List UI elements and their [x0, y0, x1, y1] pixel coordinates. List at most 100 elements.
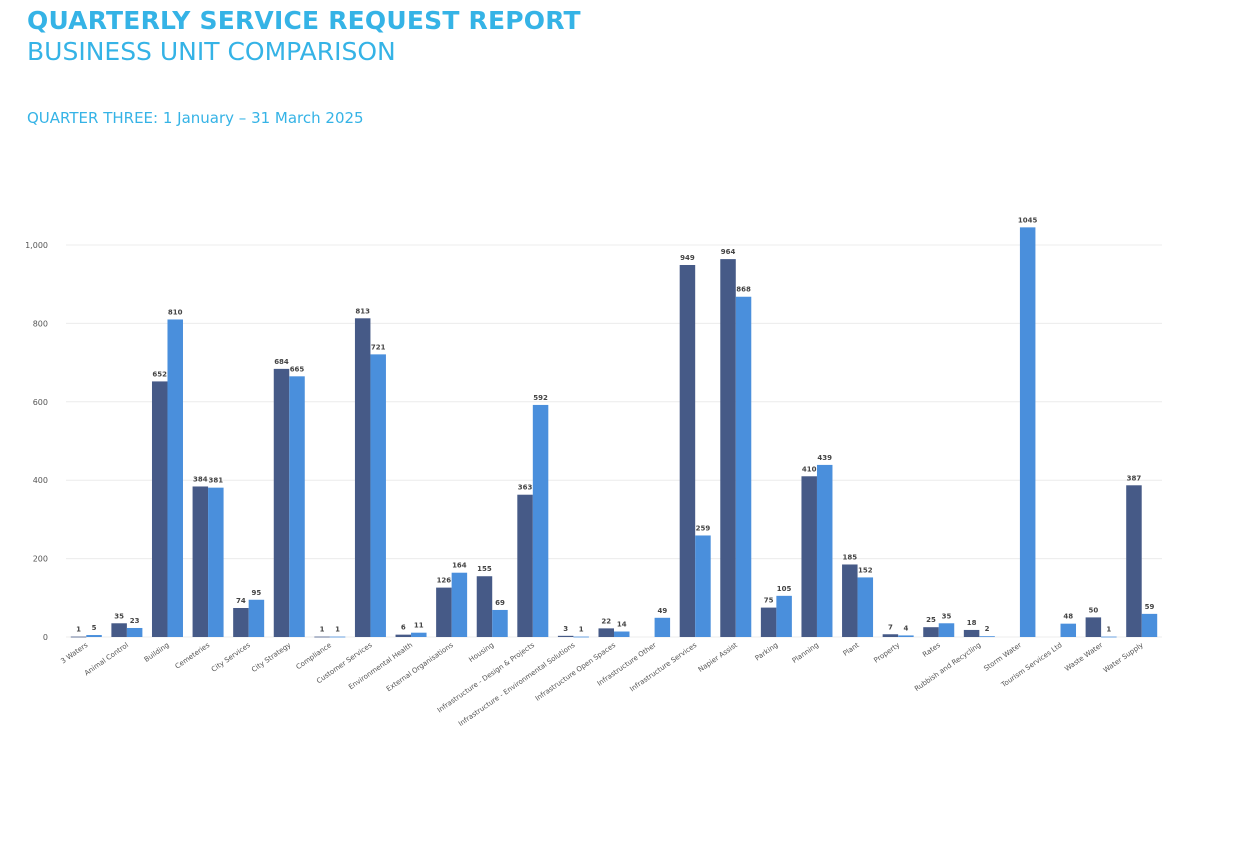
y-tick-label: 600: [33, 398, 48, 407]
value-label: 69: [495, 599, 505, 607]
category-label: Plant: [842, 641, 861, 658]
category-label: City Services: [210, 641, 252, 674]
value-label: 7: [888, 623, 893, 631]
category-label: Animal Control: [83, 641, 130, 677]
bar-series-2: [289, 376, 305, 637]
bar-series-1: [273, 368, 290, 637]
value-label: 1: [579, 626, 584, 634]
value-label: 439: [817, 454, 832, 462]
value-label: 813: [355, 307, 370, 315]
bar-series-2: [208, 487, 224, 637]
bar-series-1: [314, 636, 330, 638]
value-label: 164: [452, 562, 467, 570]
category-label: Napier Assist: [697, 641, 739, 674]
category-label: Housing: [467, 641, 495, 664]
bar-series-2: [898, 635, 914, 637]
bar-series-2: [735, 296, 752, 637]
bar-series-1: [557, 635, 574, 637]
bar-series-1: [517, 494, 533, 637]
value-label: 18: [967, 619, 977, 627]
value-label: 22: [601, 617, 611, 625]
bar-series-1: [233, 607, 249, 637]
category-label: Rubbish and Recycling: [913, 641, 982, 693]
bar-series-1: [598, 628, 614, 637]
category-label: Cemeteries: [174, 641, 212, 671]
bar-series-1: [436, 587, 452, 637]
value-label: 410: [802, 465, 817, 473]
value-label: 23: [130, 617, 140, 625]
bar-series-1: [1085, 617, 1102, 637]
y-tick-label: 200: [33, 555, 48, 564]
value-label: 74: [236, 597, 246, 605]
bar-series-2: [1060, 623, 1077, 637]
bar-series-2: [938, 623, 955, 637]
category-label: 3 Waters: [59, 641, 89, 666]
bar-series-2: [86, 635, 102, 637]
bar-series-1: [70, 636, 87, 638]
value-label: 152: [858, 566, 873, 574]
value-label: 105: [777, 585, 792, 593]
bar-series-2: [126, 627, 143, 637]
value-label: 126: [437, 577, 452, 585]
bar-series-2: [1101, 636, 1117, 638]
category-label: City Strategy: [250, 641, 292, 674]
value-label: 949: [680, 254, 695, 262]
value-label: 1: [335, 626, 340, 634]
value-label: 35: [114, 612, 124, 620]
category-label: Parking: [754, 641, 780, 662]
bar-series-1: [1126, 485, 1142, 637]
bar-series-1: [354, 318, 371, 637]
bar-series-2: [776, 595, 792, 637]
bar-series-1: [395, 634, 412, 637]
value-label: 185: [842, 553, 857, 561]
bar-series-2: [532, 404, 549, 637]
bar-series-2: [695, 535, 711, 637]
category-label: External Organisations: [385, 641, 455, 693]
category-label: Water Supply: [1102, 641, 1145, 674]
value-label: 48: [1063, 613, 1073, 621]
value-label: 4: [903, 624, 908, 632]
category-label: Property: [872, 641, 901, 665]
report-subtitle: BUSINESS UNIT COMPARISON: [27, 37, 396, 66]
category-label: Rates: [921, 641, 942, 659]
value-label: 1045: [1018, 216, 1038, 224]
value-label: 259: [696, 524, 711, 532]
bar-series-2: [167, 319, 183, 637]
value-label: 59: [1145, 603, 1155, 611]
bar-series-1: [760, 607, 777, 637]
category-label: Compliance: [295, 641, 333, 671]
value-label: 592: [533, 394, 548, 402]
bar-series-2: [573, 636, 589, 638]
category-label: Planning: [791, 641, 820, 665]
value-label: 652: [152, 370, 167, 378]
bar-series-2: [248, 599, 265, 637]
y-tick-label: 1,000: [25, 241, 48, 250]
value-label: 964: [721, 248, 736, 256]
value-label: 384: [193, 475, 208, 483]
value-label: 387: [1127, 474, 1142, 482]
bar-series-1: [111, 623, 127, 637]
value-label: 2: [985, 625, 990, 633]
bar-series-2: [451, 572, 468, 637]
y-tick-label: 400: [33, 476, 48, 485]
value-label: 1: [1106, 626, 1111, 634]
bar-series-2: [1141, 613, 1158, 637]
value-label: 684: [274, 358, 289, 366]
value-label: 95: [252, 589, 262, 597]
bar-series-2: [329, 636, 346, 638]
bar-series-1: [151, 381, 168, 637]
y-axis-ticks: 0 200 400 600 800 1,000: [25, 241, 48, 642]
value-label: 810: [168, 308, 183, 316]
bar-series-1: [842, 564, 858, 637]
bar-series-2: [614, 631, 630, 637]
value-label: 3: [563, 625, 568, 633]
bar-series-1: [801, 476, 817, 637]
value-label: 6: [401, 624, 406, 632]
category-label: Infrastructure Open Spaces: [534, 641, 618, 703]
bar-series-1: [963, 629, 980, 637]
bar-series-2: [816, 464, 833, 637]
bar-series-2: [654, 617, 671, 637]
